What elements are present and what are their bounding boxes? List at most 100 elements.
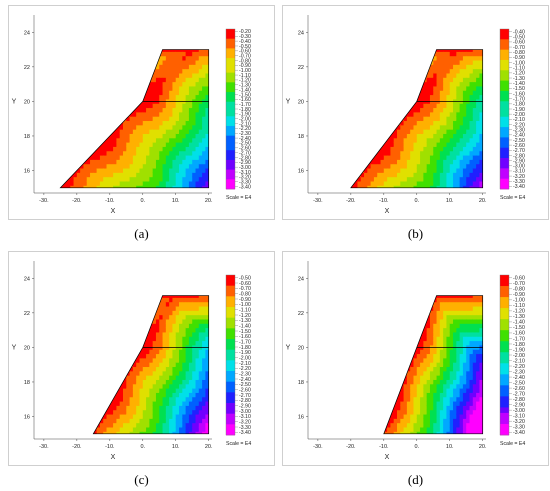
- contour-cell: [63, 103, 68, 109]
- contour-cell: [99, 353, 104, 359]
- contour-cell: [179, 301, 183, 307]
- colorbar-swatch: [226, 349, 235, 356]
- contour-cell: [109, 90, 114, 96]
- contour-cell: [80, 133, 85, 139]
- contour-cell: [113, 375, 118, 380]
- contour-cell: [103, 85, 108, 91]
- contour-cell: [109, 362, 114, 368]
- contour-cell: [116, 405, 121, 411]
- contour-cell: [149, 418, 154, 424]
- contour-cell: [439, 94, 444, 100]
- contour-cell: [472, 59, 477, 65]
- contour-cell: [436, 159, 441, 165]
- contour-cell: [413, 172, 418, 178]
- contour-cell: [80, 150, 85, 156]
- contour-cell: [393, 154, 398, 160]
- contour-cell: [390, 180, 395, 186]
- colorbar-swatch: [500, 44, 509, 51]
- contour-cell: [119, 314, 124, 320]
- contour-cell: [116, 133, 121, 139]
- contour-cell: [472, 124, 477, 130]
- contour-cell: [96, 301, 101, 307]
- contour-cell: [331, 138, 335, 143]
- contour-cell: [99, 297, 104, 303]
- contour-cell: [96, 68, 101, 74]
- contour-cell: [462, 64, 467, 70]
- contour-cell: [446, 176, 451, 182]
- contour-cell: [459, 172, 464, 178]
- contour-cell: [152, 409, 157, 415]
- contour-cell: [109, 379, 114, 385]
- contour-cell: [76, 103, 81, 109]
- contour-cell: [60, 49, 65, 52]
- contour-cell: [113, 81, 118, 87]
- contour-cell: [423, 146, 428, 152]
- colorbar-swatch: [500, 65, 509, 71]
- contour-cell: [80, 55, 85, 61]
- contour-cell: [449, 55, 454, 61]
- contour-cell: [383, 116, 388, 122]
- contour-cell: [96, 59, 101, 65]
- contour-cell: [93, 297, 94, 303]
- contour-cell: [188, 379, 193, 385]
- contour-cell: [129, 55, 134, 61]
- contour-cell: [354, 133, 359, 139]
- contour-cell: [80, 59, 85, 65]
- contour-cell: [182, 120, 187, 126]
- contour-cell: [109, 167, 114, 173]
- colorbar-label: -1.60: [513, 91, 525, 97]
- contour-cell: [387, 111, 392, 117]
- contour-cell: [416, 107, 421, 113]
- contour-cell: [205, 375, 209, 380]
- contour-cell: [83, 59, 88, 65]
- contour-cell: [350, 172, 355, 178]
- contour-cell: [60, 111, 61, 117]
- contour-cell: [334, 64, 338, 69]
- contour-cell: [380, 59, 385, 65]
- contour-cell: [198, 295, 203, 298]
- contour-cell: [96, 323, 101, 329]
- contour-cell: [139, 111, 144, 117]
- contour-cell: [380, 163, 385, 169]
- contour-cell: [175, 366, 180, 372]
- contour-cell: [370, 163, 375, 169]
- contour-cell: [209, 323, 213, 328]
- contour-cell: [185, 405, 190, 411]
- contour-cell: [162, 340, 167, 346]
- contour-cell: [123, 295, 127, 298]
- contour-cell: [90, 124, 94, 130]
- contour-cell: [397, 72, 401, 78]
- contour-cell: [159, 327, 164, 333]
- contour-cell: [165, 353, 170, 359]
- contour-cell: [466, 51, 471, 57]
- contour-cell: [60, 405, 64, 410]
- contour-cell: [175, 111, 180, 117]
- contour-cell: [429, 51, 434, 57]
- contour-cell: [132, 142, 137, 147]
- contour-cell: [70, 68, 75, 74]
- y-tick-label: 24: [24, 276, 30, 282]
- contour-cell: [146, 176, 150, 182]
- contour-cell: [146, 314, 150, 320]
- contour-cell: [142, 59, 147, 65]
- contour-cell: [479, 81, 483, 87]
- contour-cell: [179, 366, 183, 372]
- contour-cell: [397, 129, 401, 134]
- contour-cell: [136, 400, 141, 406]
- contour-cell: [420, 154, 424, 160]
- contour-cell: [482, 185, 483, 188]
- contour-cell: [64, 384, 68, 389]
- contour-cell: [410, 142, 415, 147]
- contour-cell: [70, 328, 74, 333]
- contour-cell: [449, 59, 454, 65]
- contour-cell: [446, 107, 451, 113]
- colorbar-swatch: [226, 121, 235, 127]
- contour-cell: [146, 154, 150, 160]
- contour-cell: [159, 90, 164, 96]
- contour-cell: [344, 185, 348, 190]
- contour-cell: [74, 405, 78, 410]
- contour-cell: [119, 133, 124, 139]
- contour-cell: [208, 111, 209, 117]
- contour-cell: [132, 362, 137, 368]
- contour-cell: [472, 167, 477, 173]
